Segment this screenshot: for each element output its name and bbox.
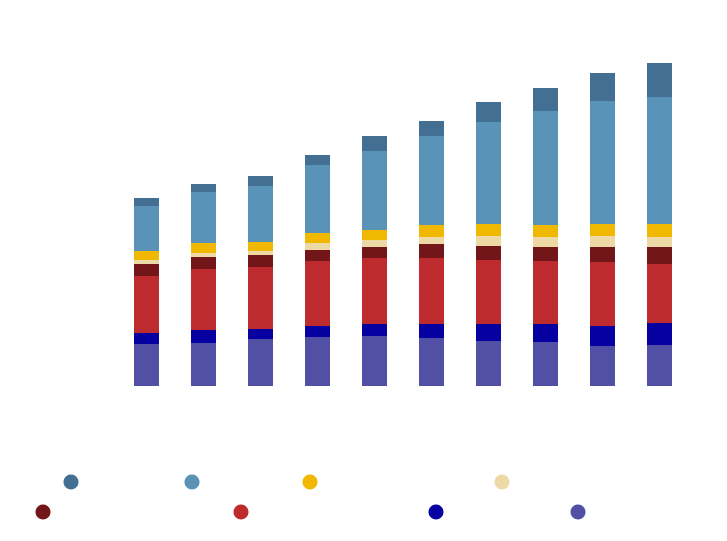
bar-segment-s7-c9 <box>590 101 615 224</box>
bar-segment-s6-c6 <box>419 225 444 237</box>
legend-marker-s4 <box>35 504 51 520</box>
bar-segment-s3-c9 <box>590 262 615 326</box>
bar-segment-s7-c7 <box>476 122 501 224</box>
bar-segment-s6-c10 <box>647 224 672 237</box>
bar-segment-s5-c6 <box>419 237 444 244</box>
bar-segment-s2-c7 <box>476 324 501 341</box>
bar-segment-s3-c3 <box>248 267 273 329</box>
bar-segment-s3-c1 <box>134 276 159 333</box>
legend-marker-s1 <box>570 504 586 520</box>
bar-segment-s7-c5 <box>362 151 387 230</box>
bar-segment-s2-c6 <box>419 324 444 338</box>
bar-segment-s1-c10 <box>647 345 672 386</box>
bar-segment-s1-c9 <box>590 346 615 386</box>
bar-segment-s1-c8 <box>533 342 558 386</box>
bar-segment-s2-c9 <box>590 326 615 346</box>
bar-segment-s1-c5 <box>362 336 387 386</box>
bars-group <box>134 63 672 386</box>
bar-segment-s4-c10 <box>647 247 672 264</box>
legend-marker-s5 <box>494 474 510 490</box>
bar-segment-s8-c8 <box>533 88 558 111</box>
bar-segment-s8-c2 <box>191 184 216 192</box>
bar-segment-s5-c2 <box>191 253 216 257</box>
bar-segment-s4-c5 <box>362 247 387 258</box>
bar-segment-s1-c6 <box>419 338 444 386</box>
bar-segment-s7-c4 <box>305 165 330 233</box>
bar-segment-s7-c8 <box>533 111 558 225</box>
bar-segment-s8-c6 <box>419 121 444 136</box>
bar-segment-s8-c4 <box>305 155 330 165</box>
bar-segment-s2-c1 <box>134 333 159 344</box>
bar-segment-s5-c10 <box>647 237 672 247</box>
bar-segment-s4-c3 <box>248 255 273 267</box>
bar-segment-s1-c7 <box>476 341 501 386</box>
bar-segment-s4-c1 <box>134 264 159 276</box>
bar-segment-s5-c1 <box>134 260 159 264</box>
bar-segment-s2-c10 <box>647 323 672 345</box>
bar-segment-s2-c3 <box>248 329 273 339</box>
bar-segment-s8-c1 <box>134 198 159 206</box>
bar-segment-s5-c4 <box>305 243 330 250</box>
bar-segment-s6-c7 <box>476 224 501 236</box>
bar-segment-s6-c8 <box>533 225 558 237</box>
bar-segment-s1-c3 <box>248 339 273 386</box>
bar-segment-s3-c4 <box>305 261 330 326</box>
bar-segment-s4-c2 <box>191 257 216 269</box>
bar-segment-s3-c6 <box>419 258 444 324</box>
bar-segment-s7-c3 <box>248 186 273 242</box>
bar-segment-s7-c1 <box>134 206 159 251</box>
bar-segment-s6-c3 <box>248 242 273 251</box>
bar-segment-s3-c10 <box>647 264 672 323</box>
bar-segment-s4-c8 <box>533 247 558 261</box>
bar-segment-s6-c5 <box>362 230 387 240</box>
legend-marker-s3 <box>233 504 249 520</box>
bar-segment-s1-c2 <box>191 343 216 386</box>
bar-segment-s7-c10 <box>647 97 672 224</box>
bar-segment-s5-c3 <box>248 251 273 255</box>
bar-segment-s2-c8 <box>533 324 558 342</box>
bar-segment-s8-c10 <box>647 63 672 97</box>
bar-segment-s6-c2 <box>191 243 216 253</box>
bar-segment-s3-c2 <box>191 269 216 330</box>
bar-segment-s8-c5 <box>362 136 387 151</box>
legend-marker-s8 <box>63 474 79 490</box>
bar-segment-s6-c1 <box>134 251 159 260</box>
bar-segment-s5-c9 <box>590 236 615 247</box>
bar-segment-s3-c8 <box>533 261 558 324</box>
bar-segment-s7-c2 <box>191 192 216 243</box>
bar-segment-s2-c2 <box>191 330 216 343</box>
bar-segment-s8-c9 <box>590 73 615 101</box>
bar-segment-s2-c4 <box>305 326 330 337</box>
legend-marker-s6 <box>302 474 318 490</box>
bar-segment-s2-c5 <box>362 324 387 336</box>
bar-segment-s6-c4 <box>305 233 330 243</box>
bar-segment-s8-c3 <box>248 176 273 186</box>
bar-segment-s5-c7 <box>476 236 501 246</box>
legend-marker-s2 <box>428 504 444 520</box>
bar-segment-s4-c6 <box>419 244 444 258</box>
bar-segment-s1-c1 <box>134 344 159 386</box>
legend <box>35 474 586 520</box>
bar-segment-s8-c7 <box>476 102 501 122</box>
bar-segment-s3-c7 <box>476 260 501 324</box>
bar-segment-s1-c4 <box>305 337 330 386</box>
bar-segment-s5-c5 <box>362 240 387 247</box>
bar-segment-s4-c7 <box>476 246 501 260</box>
bar-segment-s6-c9 <box>590 224 615 236</box>
bar-segment-s4-c4 <box>305 250 330 261</box>
bar-segment-s5-c8 <box>533 237 558 247</box>
legend-marker-s7 <box>184 474 200 490</box>
bar-segment-s4-c9 <box>590 247 615 262</box>
bar-segment-s7-c6 <box>419 136 444 225</box>
bar-segment-s3-c5 <box>362 258 387 324</box>
